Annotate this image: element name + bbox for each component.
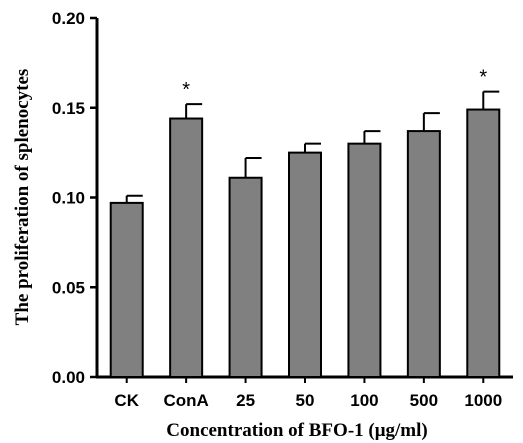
- bar: [169, 117, 204, 379]
- x-tick-label: CK: [114, 391, 139, 410]
- significance-mark: *: [479, 67, 487, 89]
- bar: [466, 108, 501, 378]
- x-tick-label: 100: [350, 391, 378, 410]
- bar: [406, 130, 441, 378]
- y-tick-label: 0.15: [52, 99, 85, 118]
- x-tick-label: 1000: [464, 391, 502, 410]
- y-axis-title: The proliferation of splenocytes: [12, 69, 33, 326]
- x-tick-label: 500: [410, 391, 438, 410]
- y-tick-label: 0.10: [52, 189, 85, 208]
- significance-mark: *: [182, 79, 190, 101]
- x-tick-label: ConA: [163, 391, 208, 410]
- plot-area: 0.00 0.05 0.10 0.15 0.20 CK ConA * 25 50 100 500 100…: [52, 9, 513, 410]
- y-tick-label: 0.20: [52, 9, 85, 28]
- x-tick-label: 25: [236, 391, 255, 410]
- bar: [288, 151, 322, 378]
- x-tick-label: 50: [296, 391, 315, 410]
- x-axis-title: Concentration of BFO-1 (μg/ml): [166, 420, 427, 441]
- bar: [347, 142, 382, 378]
- y-tick-label: 0.05: [52, 278, 85, 297]
- bar: [228, 176, 263, 378]
- y-tick-label: 0.00: [52, 368, 85, 387]
- bar: [109, 201, 144, 378]
